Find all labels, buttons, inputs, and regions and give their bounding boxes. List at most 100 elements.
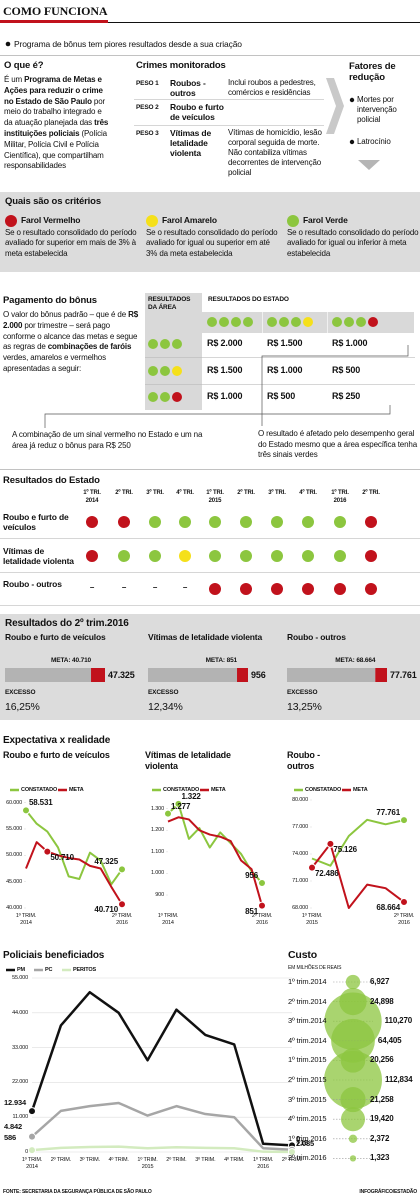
bonus-value: R$ 500 bbox=[267, 391, 296, 401]
value-label: 2,372 bbox=[370, 1133, 390, 1143]
bubble bbox=[348, 1134, 358, 1144]
y-tick-label: 55.000 bbox=[12, 975, 28, 981]
no-data: – bbox=[182, 583, 188, 592]
farol-dot bbox=[148, 339, 158, 349]
farol-dot bbox=[219, 317, 229, 327]
y-tick-label: 68.000 bbox=[292, 905, 308, 911]
column-label: 2º TRI. bbox=[232, 490, 260, 498]
payment-text: O valor do bônus padrão – que é de R$ 2.… bbox=[3, 310, 141, 375]
footer-credit: INFOGRÁFICO/ESTADÃO bbox=[359, 1189, 417, 1195]
crime-weight: PESO 3 bbox=[136, 130, 159, 137]
column-quarter: 2º TRI. bbox=[237, 490, 255, 496]
value-label: 72.486 bbox=[315, 868, 339, 878]
meta-value: 851 bbox=[226, 657, 238, 664]
labeled-point bbox=[400, 898, 408, 907]
x-tick-label: 2º TRIM. 2016 bbox=[393, 913, 415, 926]
section-title: Expectativa x realidade bbox=[3, 735, 111, 746]
intro-text: É um Programa de Metas e Ações para redu… bbox=[4, 75, 112, 172]
legend-label: CONSTATADO bbox=[305, 787, 342, 793]
value-label: 50.710 bbox=[50, 852, 74, 862]
down-arrow bbox=[358, 160, 380, 170]
farol-dot bbox=[365, 583, 377, 595]
column-label: 1º TRI. 2014 bbox=[78, 490, 106, 505]
labeled-point bbox=[174, 799, 183, 808]
farol-dot bbox=[368, 317, 378, 327]
value-label: 24,898 bbox=[370, 996, 394, 1006]
y-tick-label: 71.000 bbox=[292, 878, 308, 884]
payment-segment: verdes, amarelos e vermelhos apresentada… bbox=[3, 353, 106, 373]
y-tick-label: 33.000 bbox=[12, 1044, 28, 1051]
farol-dot bbox=[356, 317, 366, 327]
crime-name: Roubos - outros bbox=[170, 78, 206, 98]
meta-text: META: bbox=[335, 657, 355, 664]
farol-dot bbox=[148, 392, 158, 402]
meta-label: META: 40.710 bbox=[5, 656, 91, 667]
y-tick-label: 1.300 bbox=[150, 805, 164, 812]
value-label: 21,258 bbox=[370, 1094, 394, 1104]
table-header: RESULTADOS DO ESTADO bbox=[208, 296, 289, 303]
legend-label: CONSTATADO bbox=[21, 787, 58, 793]
labeled-point bbox=[118, 900, 126, 909]
farol-dot bbox=[209, 583, 221, 595]
farol-dot bbox=[279, 317, 289, 327]
column-label: 3º TRI. bbox=[263, 490, 291, 498]
value-label: 77.761 bbox=[376, 808, 400, 818]
intro-segment: três instituições policiais bbox=[4, 118, 109, 138]
column-label: 1º TRI. 2016 bbox=[326, 490, 354, 505]
meta-text: META: bbox=[51, 657, 71, 664]
section-title: Resultados do 2º trim.2016 bbox=[5, 618, 129, 629]
category-label: 1º trim.2015 bbox=[288, 1055, 327, 1065]
column-label: 4º TRI. bbox=[294, 490, 322, 498]
panel-name: Vítimas de letalidade violenta bbox=[148, 632, 263, 642]
farol-dot bbox=[160, 366, 170, 376]
farol-dot bbox=[240, 550, 252, 562]
farol-dot bbox=[302, 516, 314, 528]
section-title: Fatores de redução bbox=[349, 61, 396, 83]
value-label: 586 bbox=[4, 1133, 17, 1143]
x-tick-label: 3º TRIM. bbox=[79, 1157, 100, 1163]
column-quarter: 2º TRI. bbox=[362, 490, 380, 496]
divider bbox=[0, 55, 420, 56]
x-tick-label: 1º TRIM. 2015 bbox=[137, 1157, 158, 1170]
crime-weight: PESO 2 bbox=[136, 104, 159, 111]
chart-title: Vítimas de letalidade violenta bbox=[145, 750, 231, 771]
farol-dot bbox=[146, 215, 158, 227]
series-line bbox=[31, 1145, 293, 1154]
farol-dot bbox=[148, 366, 158, 376]
y-tick-label: 22.000 bbox=[12, 1079, 28, 1086]
factor-item: Latrocínio bbox=[357, 137, 391, 146]
farol-name: Farol Amarelo bbox=[162, 215, 217, 225]
category-label: 2º trim.2016 bbox=[288, 1153, 327, 1163]
farol-dot bbox=[243, 317, 253, 327]
farol-dot bbox=[209, 550, 221, 562]
bubble bbox=[340, 1107, 366, 1132]
value-label: 1,323 bbox=[370, 1153, 390, 1163]
chart-title: Roubo e furto de veículos bbox=[3, 750, 110, 760]
column-label: 4º TRI. bbox=[171, 490, 199, 498]
value-label: 1.322 bbox=[181, 791, 201, 801]
x-tick-label: 1º TRIM. 2014 bbox=[21, 1157, 43, 1170]
farol-text: Se o resultado consolidado do período av… bbox=[287, 228, 419, 258]
excess-value: 16,25% bbox=[5, 701, 40, 713]
value-label: 110,270 bbox=[384, 1016, 413, 1026]
y-tick-label: 11.000 bbox=[12, 1114, 28, 1121]
excess-value: 13,25% bbox=[287, 701, 322, 713]
section-title: Resultados do Estado bbox=[3, 475, 100, 486]
farol-dot bbox=[240, 583, 252, 595]
labeled-point bbox=[28, 1107, 36, 1116]
bullet bbox=[349, 139, 355, 145]
column-quarter: 1º TRI. bbox=[83, 490, 101, 496]
labeled-point bbox=[28, 1132, 36, 1141]
x-tick-label: 1º TRIM. 2016 bbox=[252, 1157, 274, 1170]
category-label: 2º trim.2014 bbox=[288, 996, 327, 1006]
no-data: – bbox=[89, 583, 95, 592]
legend-label: PERITOS bbox=[73, 967, 96, 973]
farol-dot bbox=[365, 550, 377, 562]
payment-segment: R$ 2.000 bbox=[3, 310, 139, 330]
y-tick-label: 900 bbox=[155, 892, 164, 899]
x-tick-label: 2º TRIM. 2016 bbox=[251, 913, 273, 926]
column-quarter: 4º TRI. bbox=[299, 490, 317, 496]
intro-segment: por meio do trabalho integrado e da atua… bbox=[4, 96, 106, 128]
header-rule bbox=[0, 22, 420, 23]
value-label: 47.325 bbox=[108, 670, 135, 680]
